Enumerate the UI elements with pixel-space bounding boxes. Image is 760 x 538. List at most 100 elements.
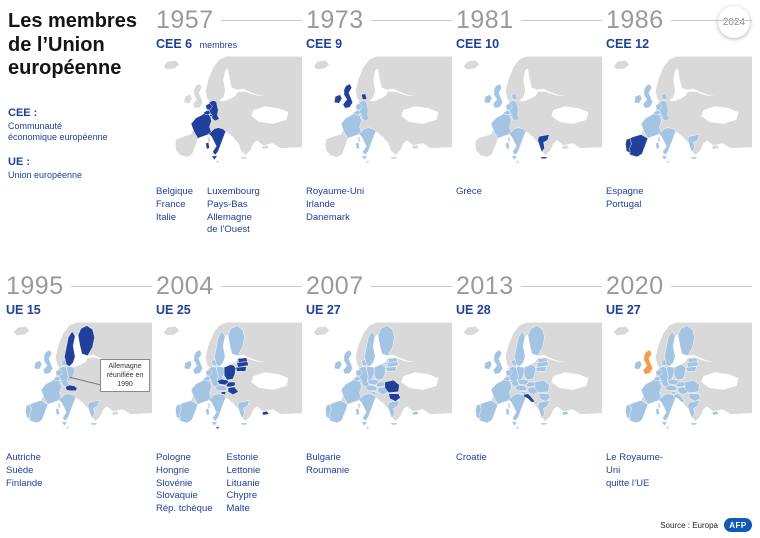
year-divider-line bbox=[70, 285, 152, 287]
country-FI bbox=[227, 325, 245, 356]
country-IT bbox=[358, 127, 377, 156]
country-LV bbox=[386, 361, 399, 368]
new-member-name: Suède bbox=[6, 464, 34, 476]
year-row: 1981 bbox=[456, 6, 604, 34]
country-DEE bbox=[366, 100, 375, 119]
country-NL bbox=[505, 369, 513, 377]
country-IE bbox=[334, 94, 343, 104]
corsica bbox=[507, 136, 511, 143]
panel-2013: 2013 UE 28 bbox=[456, 272, 604, 530]
country-IE bbox=[634, 94, 643, 104]
country-GB bbox=[342, 83, 353, 109]
country-PL bbox=[374, 98, 386, 115]
year-row: 1957 bbox=[156, 6, 304, 34]
country-GR bbox=[240, 156, 248, 159]
country-CY bbox=[711, 411, 720, 416]
country-CY bbox=[262, 145, 269, 150]
new-member-name: Estonie bbox=[226, 452, 259, 463]
country-GR bbox=[390, 422, 398, 426]
country-IT bbox=[361, 155, 368, 161]
country-HR bbox=[672, 393, 686, 403]
country-IT bbox=[505, 408, 510, 416]
legend-cee-definition: Communauté économique européenne bbox=[8, 120, 108, 143]
new-member-name: Royaume-Uni bbox=[306, 186, 365, 197]
countries bbox=[325, 59, 419, 163]
iceland bbox=[613, 326, 630, 336]
new-member-name: Pays-Bas bbox=[206, 198, 248, 210]
new-member-name: Croatie bbox=[456, 452, 487, 463]
panel-label-suffix: membres bbox=[199, 40, 238, 50]
panel-label: UE 27 bbox=[306, 303, 341, 317]
panel-label-row: UE 25 bbox=[156, 301, 304, 317]
corsica bbox=[207, 136, 211, 143]
year-row: 2020 bbox=[606, 272, 754, 300]
country-AT bbox=[365, 384, 378, 392]
country-HR bbox=[73, 393, 85, 403]
country-GB bbox=[492, 349, 503, 375]
country-SI bbox=[671, 125, 677, 129]
country-EE bbox=[537, 91, 548, 97]
country-column: Luxembourg Pays-Bas Allemagne de l’Ouest bbox=[207, 186, 260, 237]
country-BE bbox=[203, 109, 211, 116]
panel-1995: 1995 UE 15 bbox=[6, 272, 154, 530]
country-CY bbox=[712, 145, 719, 150]
country-BE bbox=[53, 375, 61, 382]
country-MT bbox=[666, 160, 670, 163]
country-GB bbox=[42, 349, 53, 375]
country-SK bbox=[526, 116, 537, 121]
country-IT bbox=[205, 408, 210, 416]
country-EE bbox=[387, 91, 398, 97]
country-LU bbox=[359, 379, 363, 384]
country-LV bbox=[686, 95, 699, 102]
country-NL bbox=[55, 369, 63, 377]
reunification-note: Allemagne réunifiée en 1990 bbox=[100, 359, 150, 393]
country-GB bbox=[642, 83, 653, 109]
country-BG bbox=[388, 393, 401, 402]
country-column: Belgique France Italie bbox=[156, 186, 193, 237]
country-EE bbox=[237, 91, 248, 97]
iceland bbox=[313, 326, 330, 336]
country-RO bbox=[234, 380, 250, 393]
panel-label: UE 25 bbox=[156, 303, 191, 317]
country-BG bbox=[538, 127, 551, 136]
new-members-list: Autriche Suède Finlande bbox=[6, 452, 154, 490]
country-RO bbox=[534, 114, 550, 127]
country-GR bbox=[87, 400, 100, 419]
country-BG bbox=[238, 127, 251, 136]
country-IT bbox=[358, 393, 377, 422]
country-SK bbox=[376, 116, 387, 121]
country-column: Grèce bbox=[456, 186, 482, 199]
country-NL bbox=[205, 369, 213, 377]
country-IT bbox=[355, 408, 360, 416]
country-MT bbox=[516, 160, 520, 163]
country-LU bbox=[509, 379, 513, 384]
country-CZ bbox=[517, 113, 529, 119]
panel-1981: 1981 CEE 10 bbox=[456, 6, 604, 264]
country-LT bbox=[385, 100, 397, 106]
panel-year: 2020 bbox=[606, 272, 664, 300]
country-HR bbox=[523, 127, 535, 137]
year-divider-line bbox=[370, 19, 452, 21]
country-CY bbox=[562, 145, 569, 150]
black-sea bbox=[551, 106, 589, 124]
countries bbox=[475, 325, 570, 429]
country-GB bbox=[492, 83, 503, 109]
country-BE bbox=[653, 109, 661, 116]
country-ES bbox=[477, 134, 498, 157]
country-LT bbox=[235, 366, 247, 372]
black-sea bbox=[401, 372, 439, 390]
country-GB bbox=[642, 349, 653, 375]
country-SE bbox=[664, 65, 676, 101]
new-member-name: Grèce bbox=[456, 186, 482, 197]
country-column: Le Royaume-Uni quitte l’UE bbox=[606, 452, 676, 490]
country-LU bbox=[659, 113, 663, 118]
country-SK bbox=[76, 382, 87, 387]
black-sea bbox=[251, 372, 289, 390]
country-EE bbox=[87, 357, 98, 363]
country-GR bbox=[237, 134, 250, 153]
country-SE bbox=[514, 65, 526, 101]
new-member-name: Chypre bbox=[226, 490, 258, 502]
new-member-name: Portugal bbox=[606, 198, 642, 210]
country-SE bbox=[64, 331, 76, 367]
country-PL bbox=[74, 364, 86, 381]
